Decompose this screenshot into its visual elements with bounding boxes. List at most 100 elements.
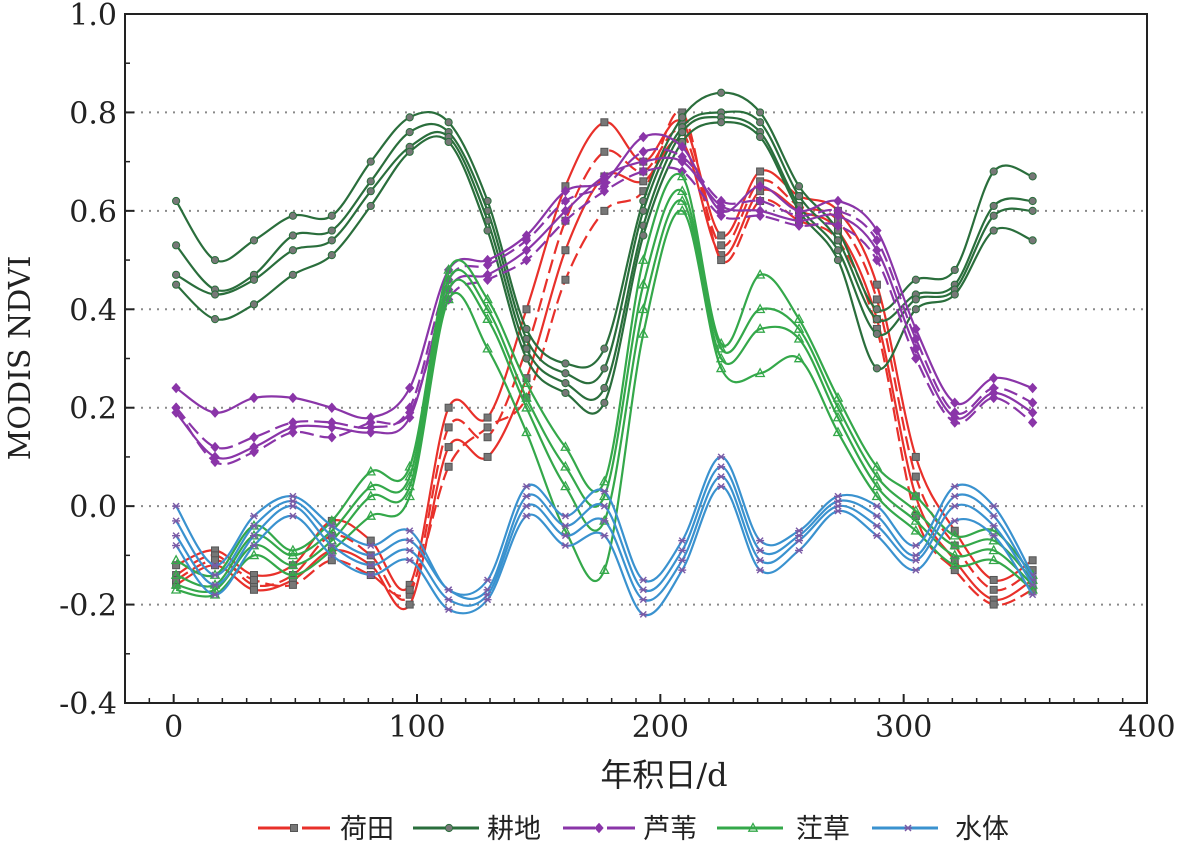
data-point — [756, 108, 765, 117]
data-point — [600, 118, 609, 127]
data-point — [715, 352, 727, 363]
data-point — [405, 546, 414, 554]
data-point — [249, 522, 258, 530]
data-point — [521, 235, 532, 246]
data-point — [950, 265, 959, 275]
data-point — [988, 524, 999, 535]
data-point — [444, 137, 453, 147]
data-point — [599, 171, 610, 182]
y-axis-ticks: -0.4 -0.2 0.0 0.2 0.4 0.6 0.8 1.0 — [59, 0, 134, 722]
data-point — [716, 210, 726, 222]
legend-label: 耕地 — [487, 814, 541, 842]
legend-marker — [444, 823, 454, 833]
data-point — [327, 211, 336, 220]
data-point — [678, 113, 687, 122]
data-point — [366, 561, 375, 569]
data-point — [366, 536, 375, 545]
data-point — [1028, 581, 1037, 589]
data-point — [482, 259, 493, 271]
data-point — [170, 583, 182, 594]
data-point — [599, 475, 610, 486]
data-point — [482, 293, 493, 304]
data-point — [288, 246, 297, 255]
data-point — [949, 539, 961, 550]
data-point — [210, 456, 220, 468]
data-point — [949, 549, 961, 560]
data-point — [832, 392, 844, 402]
data-point — [560, 441, 571, 451]
data-point — [443, 273, 454, 284]
data-point — [405, 382, 415, 394]
data-point — [444, 586, 453, 594]
data-point — [755, 210, 765, 222]
data-point — [1028, 556, 1037, 565]
data-point — [871, 490, 883, 501]
data-point — [950, 417, 960, 428]
data-point — [600, 344, 609, 353]
data-point — [988, 544, 999, 555]
series-2 — [172, 88, 1037, 415]
data-point — [521, 392, 532, 402]
x-tick-label: 300 — [875, 710, 932, 745]
data-point — [443, 293, 454, 304]
data-point — [794, 220, 804, 231]
series-line — [175, 209, 1034, 598]
data-point — [288, 270, 297, 279]
data-point — [950, 517, 959, 525]
data-point — [678, 566, 687, 574]
data-point — [172, 196, 181, 206]
series-line — [175, 485, 1034, 617]
data-point — [172, 241, 181, 250]
data-point — [600, 502, 609, 510]
data-point — [483, 413, 492, 422]
data-point — [872, 315, 882, 324]
data-point — [872, 522, 881, 530]
data-point — [872, 305, 882, 314]
data-point — [561, 388, 570, 398]
data-point — [1028, 591, 1037, 599]
data-point — [950, 502, 959, 510]
data-point — [911, 295, 920, 304]
data-point — [756, 566, 765, 574]
data-point — [677, 156, 687, 167]
data-point — [911, 542, 920, 550]
data-point — [950, 492, 959, 500]
data-point — [600, 206, 609, 215]
data-point — [910, 524, 922, 535]
data-point — [482, 303, 493, 314]
data-point — [172, 561, 181, 570]
data-point — [989, 226, 998, 235]
data-point — [717, 473, 726, 481]
y-axis-label: MODIS NDVI — [3, 256, 38, 461]
data-point — [249, 392, 259, 404]
data-point — [638, 278, 649, 289]
data-point — [483, 452, 492, 461]
data-point — [1028, 172, 1037, 181]
data-point — [444, 423, 453, 432]
data-point — [405, 537, 414, 545]
data-point — [871, 460, 883, 471]
data-point — [989, 201, 998, 211]
data-point — [599, 185, 610, 197]
data-point — [833, 236, 843, 245]
data-point — [639, 206, 648, 215]
data-point — [561, 359, 570, 368]
data-point — [754, 367, 766, 378]
data-point — [327, 551, 336, 559]
data-point — [483, 596, 492, 604]
data-point — [171, 402, 181, 413]
data-point — [522, 502, 531, 510]
data-point — [911, 556, 920, 564]
data-point — [482, 342, 493, 353]
series-layer — [170, 88, 1038, 618]
data-point — [756, 167, 765, 176]
data-point — [794, 182, 804, 191]
data-point — [1027, 382, 1038, 394]
data-point — [483, 423, 492, 432]
data-point — [483, 433, 492, 442]
legend-marker — [290, 824, 298, 832]
data-point — [833, 195, 843, 207]
data-point — [756, 537, 765, 545]
